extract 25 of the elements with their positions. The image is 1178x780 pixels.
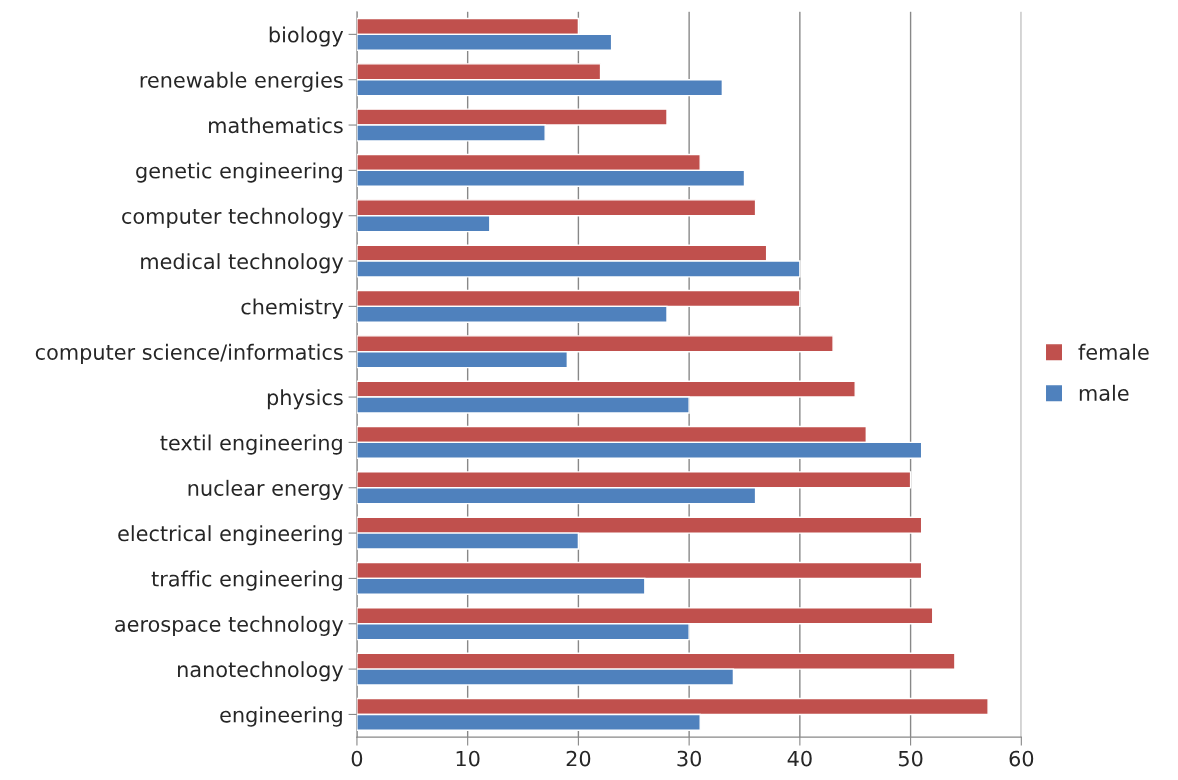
y-tick-label: textil engineering (160, 434, 342, 455)
x-tick-label: 0 (351, 750, 363, 767)
y-tick-label: medical technology (141, 253, 344, 274)
y-tick-label: nuclear energy (188, 479, 344, 500)
y-tick-label: chemistry (241, 298, 344, 319)
y-tick-label: physics (267, 389, 343, 410)
y-tick-label: nanotechnology (178, 661, 344, 682)
x-tick-label: 60 (1009, 750, 1034, 767)
x-tick-label: 10 (456, 750, 480, 767)
y-tick-label: mathematics (209, 117, 343, 134)
legend-label: male (1079, 384, 1129, 401)
y-tick-label: genetic engineering (136, 162, 342, 183)
y-tick-label: aerospace technology (115, 615, 344, 636)
legend-label: female (1078, 343, 1149, 360)
y-tick-label: electrical engineering (118, 525, 342, 546)
x-tick-label: 50 (898, 750, 923, 767)
y-tick-label: traffic engineering (151, 570, 342, 591)
x-tick-label: 40 (787, 750, 812, 767)
y-tick-label: renewable energies (140, 71, 343, 92)
y-tick-label: engineering (220, 706, 342, 727)
x-tick-label: 20 (566, 750, 591, 767)
y-tick-label: computer science/informatics (35, 343, 343, 364)
y-tick-label: biology (269, 26, 344, 47)
x-tick-label: 30 (677, 750, 701, 767)
y-tick-label: computer technology (122, 207, 344, 228)
